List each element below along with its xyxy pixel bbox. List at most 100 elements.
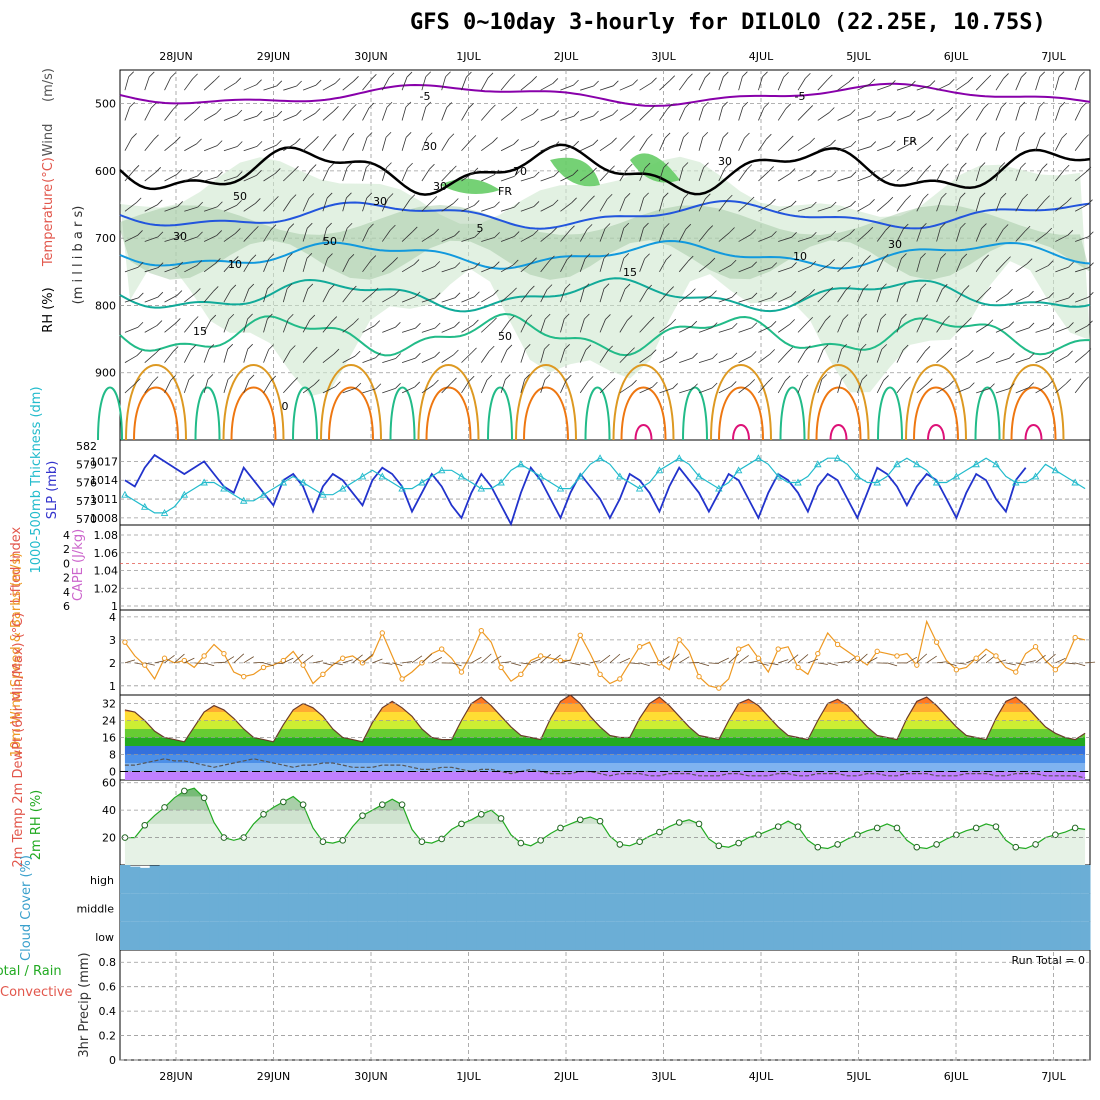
cloud-bar-high: [218, 865, 230, 894]
wind10m-barb: [302, 655, 314, 664]
wind-barb-flag: [672, 383, 678, 389]
wind-barb-flag: [861, 313, 867, 320]
day-label-bottom: 2JUL: [554, 1070, 579, 1083]
wind-barb: [421, 266, 435, 273]
wind-barb: [401, 137, 407, 151]
wind-barb-flag: [682, 162, 689, 168]
cloud-bar-middle: [218, 893, 230, 922]
temperature-contour-25: [515, 364, 577, 441]
wind-barb-flag: [668, 286, 674, 292]
wind-barb-flag: [328, 163, 335, 169]
wind-barb: [995, 357, 1010, 364]
wind-barb: [857, 289, 864, 303]
wind-barb-flag: [137, 321, 144, 328]
wind-barb-flag: [1028, 290, 1034, 297]
rh2m-point: [477, 810, 485, 818]
thickness-point: [121, 490, 129, 498]
wind-barb: [995, 198, 1002, 212]
cloud-bar-high: [1060, 865, 1071, 894]
wind-barb: [282, 199, 292, 212]
temp-band: [124, 703, 1086, 712]
thickness-point: [695, 472, 703, 480]
wind10m-barb: [906, 656, 918, 664]
wind-barb: [164, 206, 178, 212]
cloud-row-label: low: [95, 931, 114, 944]
wind-barb: [916, 351, 926, 363]
wind-barb: [718, 106, 723, 121]
wind-barb: [124, 170, 135, 182]
wind-barb: [481, 294, 494, 303]
wind-barb-flag: [810, 260, 817, 267]
cloud-bar-middle: [209, 893, 220, 922]
wind10m-tick: 4: [109, 611, 116, 624]
wind-barb-flag: [829, 107, 835, 113]
panel-frame: [119, 949, 1091, 1061]
wind-barb-flag: [514, 201, 520, 208]
wind10m-barb: [273, 662, 284, 665]
temperature-contour-20: [119, 312, 1090, 357]
cloud-bar-middle: [585, 893, 596, 922]
wind-barb-flag: [487, 72, 494, 79]
cloud-bar-high: [1050, 865, 1061, 894]
wind-barb: [1015, 198, 1024, 212]
wind-barb: [659, 197, 664, 212]
wind-barb: [382, 326, 396, 333]
wind-barb-flag: [790, 200, 797, 207]
wind-barb-flag: [880, 313, 887, 320]
wind-barb-flag: [268, 344, 274, 350]
panel-labels: Wind (m/s) Temperature (°C) RH (%) (m i …: [0, 68, 1085, 1058]
rh2m-point: [418, 838, 426, 845]
wind-barb: [223, 82, 237, 91]
temp-band: [120, 687, 1090, 696]
wind-barb-flag: [546, 284, 553, 290]
wind-barb: [322, 139, 332, 151]
wind-barb-flag: [563, 313, 570, 320]
wind-barb-flag: [848, 76, 855, 83]
wind-barb: [956, 167, 962, 182]
cloud-bar-high: [545, 865, 557, 894]
wind-barb: [362, 107, 370, 121]
wind-barb: [698, 137, 704, 151]
wind-barb: [1035, 232, 1047, 242]
wind-barb: [322, 110, 334, 121]
wind-barb-flag: [524, 344, 531, 350]
wind-barb-flag: [1081, 102, 1087, 109]
wind-barb-flag: [390, 224, 396, 231]
wind-barb: [382, 262, 393, 273]
wind-barb: [560, 115, 574, 121]
wind-barb: [936, 168, 944, 182]
wind10m-barb: [570, 662, 581, 666]
wind10m-point: [874, 648, 880, 655]
wind-barb: [678, 137, 684, 151]
cloud-bar-low: [387, 921, 398, 950]
wind-barb-flag: [663, 223, 670, 229]
wind-barb: [1015, 77, 1022, 91]
cloud-bar-middle: [120, 893, 131, 922]
wind10m-barb: [292, 653, 304, 664]
wind10m-barb: [797, 654, 809, 664]
wind10m-barb: [659, 656, 670, 664]
run-total-annotation: Run Total = 0: [1012, 954, 1086, 967]
wind-barb-flag: [1026, 258, 1033, 264]
wind-barb-flag: [308, 193, 315, 199]
cloud-bar-middle: [407, 893, 418, 922]
wind-barb-flag: [985, 74, 992, 81]
wind-barb: [283, 114, 297, 121]
cloud-bar-middle: [565, 893, 576, 922]
cloud-bar-low: [713, 921, 725, 950]
wind-barb-flag: [532, 108, 539, 115]
wind-barb: [1074, 76, 1080, 91]
wind-barb-flag: [216, 230, 223, 236]
wind-barb-flag: [451, 165, 457, 172]
wind-barb: [223, 379, 229, 394]
wind-barb-flag: [670, 318, 677, 325]
wind10m-barb: [1055, 658, 1066, 664]
temperature-contour-25: [417, 364, 480, 441]
wind-barb-flag: [228, 313, 235, 320]
wind-barb-flag: [544, 313, 551, 320]
rh2m-point: [794, 823, 802, 830]
wind-barb-flag: [348, 132, 355, 139]
wind-barb-flag: [606, 193, 613, 200]
cloud-bar-middle: [575, 893, 586, 922]
cloud-bar-high: [862, 865, 873, 894]
